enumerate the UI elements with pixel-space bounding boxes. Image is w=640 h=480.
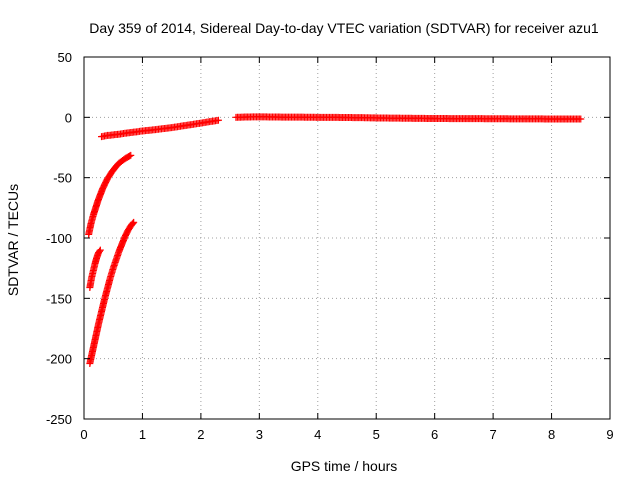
- data-point: [126, 152, 134, 160]
- data-point: [214, 116, 222, 124]
- x-tick-label: 5: [373, 427, 380, 442]
- y-tick-label: -250: [46, 412, 72, 427]
- grid-lines: [84, 57, 610, 419]
- x-tick-label: 0: [80, 427, 87, 442]
- y-tick-label: -200: [46, 352, 72, 367]
- data-point: [577, 115, 585, 123]
- x-tick-label: 3: [256, 427, 263, 442]
- data-point: [127, 151, 135, 159]
- data-points: [85, 113, 585, 367]
- x-tick-label: 6: [431, 427, 438, 442]
- x-tick-label: 4: [314, 427, 321, 442]
- plot-frame: [83, 56, 611, 420]
- x-tick-label: 7: [489, 427, 496, 442]
- y-axis-label: SDTVAR / TECUs: [5, 184, 21, 296]
- data-point: [96, 246, 104, 254]
- x-tick-label: 1: [139, 427, 146, 442]
- axis-ticks: 0 1 2 3 4 5 6 7 8 9 50 0 -50 -100 -150 -200 -250: [46, 50, 614, 442]
- y-tick-label: 0: [65, 110, 72, 125]
- x-axis-label: GPS time / hours: [291, 458, 398, 474]
- y-tick-label: 50: [58, 50, 72, 65]
- chart-title: Day 359 of 2014, Sidereal Day-to-day VTE…: [89, 20, 599, 36]
- x-tick-label: 2: [197, 427, 204, 442]
- x-tick-label: 8: [548, 427, 555, 442]
- y-tick-label: -100: [46, 231, 72, 246]
- y-tick-label: -150: [46, 291, 72, 306]
- series-5: [86, 218, 138, 367]
- x-tick-label: 9: [606, 427, 613, 442]
- series-2: [232, 113, 585, 123]
- data-point: [130, 218, 138, 226]
- series-1: [98, 116, 222, 141]
- data-point: [95, 247, 103, 255]
- y-tick-label: -50: [53, 171, 72, 186]
- data-point: [129, 219, 137, 227]
- series-4: [86, 246, 104, 291]
- series-3: [85, 151, 135, 238]
